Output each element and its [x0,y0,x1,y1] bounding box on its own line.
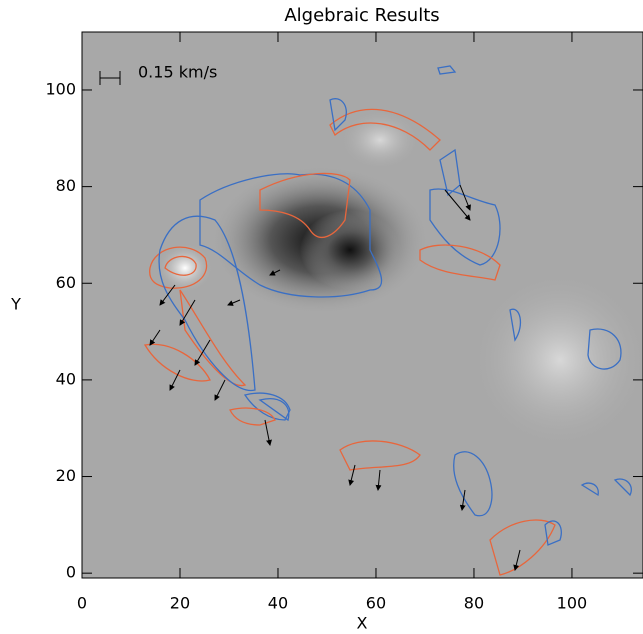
x-tick-label: 0 [77,594,87,613]
contours [143,65,632,576]
x-tick-label: 80 [464,594,484,613]
scale-label: 0.15 km/s [138,63,217,82]
x-tick-label: 20 [170,594,190,613]
scale-bar [99,71,121,85]
x-tick-label: 40 [268,594,288,613]
x-tick-label: 60 [366,594,386,613]
y-tick-label: 40 [56,369,76,388]
x-axis-label: X [357,614,368,633]
y-tick-label: 100 [45,79,76,98]
chart-title: Algebraic Results [284,5,439,26]
y-tick-label: 0 [66,563,76,582]
y-tick-label: 80 [56,176,76,195]
y-axis-label: Y [10,295,21,314]
plot-frame [81,31,643,579]
image [82,32,643,578]
y-tick-label: 60 [56,273,76,292]
x-tick-label: 100 [557,594,588,613]
vectors [149,184,521,571]
y-tick-label: 20 [56,466,76,485]
